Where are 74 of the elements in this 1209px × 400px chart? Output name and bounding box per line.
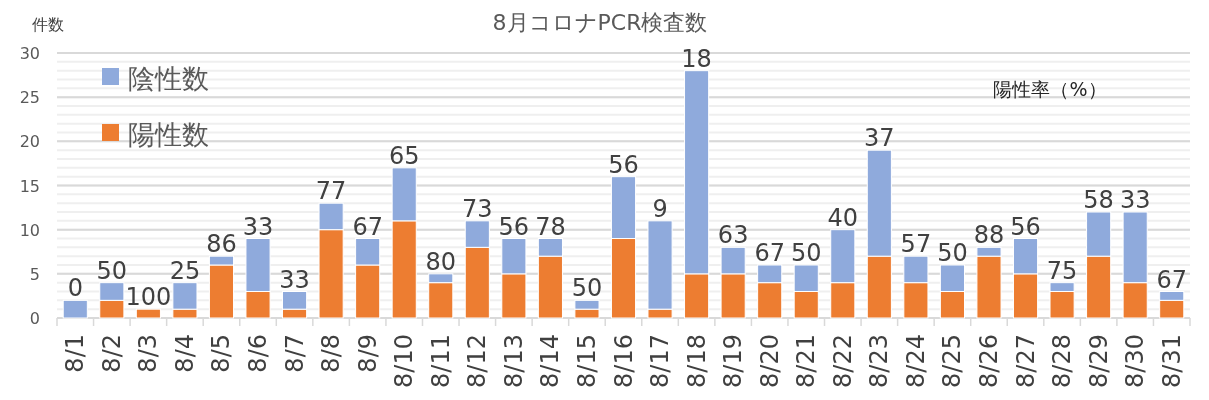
annotation: 65 bbox=[388, 141, 420, 170]
x-tick-label: 8/16 bbox=[609, 334, 638, 388]
annotation: 37 bbox=[864, 124, 895, 153]
x-tick-label: 8/18 bbox=[682, 334, 711, 388]
annotation: 78 bbox=[535, 212, 566, 241]
x-tick-label: 8/9 bbox=[353, 334, 382, 373]
annotation: 67 bbox=[352, 212, 383, 241]
annotation: 67 bbox=[754, 239, 785, 267]
annotation: 33 bbox=[242, 212, 274, 241]
annotation: 57 bbox=[900, 230, 932, 259]
x-tick-label: 8/2 bbox=[97, 334, 126, 373]
y-tick-label: 15 bbox=[19, 176, 40, 196]
annotation: 88 bbox=[973, 221, 1005, 250]
x-tick-label: 8/7 bbox=[280, 334, 309, 373]
chart-title: 8月コロナPCR検査数 bbox=[492, 10, 708, 35]
x-tick-label: 8/25 bbox=[938, 334, 967, 388]
annotation: 100 bbox=[125, 283, 172, 312]
y-tick-label: 0 bbox=[29, 309, 40, 328]
x-tick-label: 8/1 bbox=[61, 334, 90, 373]
x-tick-label: 8/21 bbox=[792, 334, 821, 388]
annotation: 50 bbox=[96, 256, 128, 285]
y-tick-label: 25 bbox=[19, 88, 40, 108]
x-tick-label: 8/28 bbox=[1048, 334, 1077, 388]
x-tick-label: 8/3 bbox=[134, 334, 163, 373]
x-tick-label: 8/17 bbox=[646, 334, 675, 388]
annotation: 77 bbox=[315, 177, 347, 206]
x-tick-label: 8/20 bbox=[755, 334, 784, 388]
x-tick-label: 8/29 bbox=[1084, 334, 1113, 388]
y-tick-label: 5 bbox=[29, 264, 40, 284]
annotation: 56 bbox=[1010, 212, 1041, 241]
x-tick-label: 8/23 bbox=[865, 334, 894, 388]
legend-label: 陰性数 bbox=[128, 63, 209, 94]
x-tick-label: 8/27 bbox=[1011, 334, 1040, 388]
annotation: 陽性率（%） bbox=[993, 78, 1107, 100]
annotation: 18 bbox=[681, 44, 712, 73]
x-tick-label: 8/26 bbox=[974, 334, 1003, 388]
x-tick-label: 8/4 bbox=[170, 334, 199, 373]
x-tick-label: 8/14 bbox=[536, 334, 565, 388]
annotation: 33 bbox=[279, 265, 310, 294]
annotation: 0 bbox=[67, 274, 83, 303]
y-axis-title: 件数 bbox=[32, 15, 64, 34]
x-tick-label: 8/19 bbox=[719, 334, 748, 388]
annotation: 58 bbox=[1083, 186, 1114, 214]
annotation: 50 bbox=[937, 239, 968, 267]
annotation: 80 bbox=[425, 247, 457, 276]
annotation: 50 bbox=[790, 239, 822, 267]
x-tick-label: 8/22 bbox=[828, 334, 857, 388]
annotation: 50 bbox=[571, 274, 603, 303]
y-tick-label: 10 bbox=[19, 220, 40, 240]
x-tick-label: 8/13 bbox=[499, 334, 528, 388]
x-tick-label: 8/8 bbox=[317, 334, 346, 373]
x-tick-label: 8/12 bbox=[463, 334, 492, 388]
annotation: 86 bbox=[206, 230, 237, 259]
x-tick-label: 8/24 bbox=[901, 334, 930, 388]
annotation: 56 bbox=[498, 212, 530, 241]
x-tick-label: 8/15 bbox=[572, 334, 601, 388]
x-tick-label: 8/11 bbox=[426, 334, 455, 388]
x-tick-label: 8/6 bbox=[244, 334, 273, 373]
y-tick-label: 30 bbox=[19, 44, 40, 63]
annotation: 25 bbox=[169, 256, 201, 285]
x-tick-label: 8/10 bbox=[390, 334, 419, 388]
annotation: 33 bbox=[1119, 186, 1151, 214]
annotation: 75 bbox=[1046, 256, 1078, 285]
x-tick-label: 8/5 bbox=[207, 334, 236, 373]
x-tick-label: 8/31 bbox=[1157, 334, 1186, 388]
y-tick-label: 20 bbox=[19, 132, 40, 152]
annotation: 63 bbox=[717, 221, 749, 250]
annotation: 56 bbox=[608, 150, 639, 179]
annotation: 9 bbox=[652, 194, 668, 223]
annotation: 40 bbox=[827, 203, 859, 232]
x-tick-label: 8/30 bbox=[1121, 334, 1150, 388]
annotation: 73 bbox=[462, 194, 493, 223]
annotation: 67 bbox=[1156, 265, 1187, 294]
legend-label: 陽性数 bbox=[128, 119, 209, 150]
